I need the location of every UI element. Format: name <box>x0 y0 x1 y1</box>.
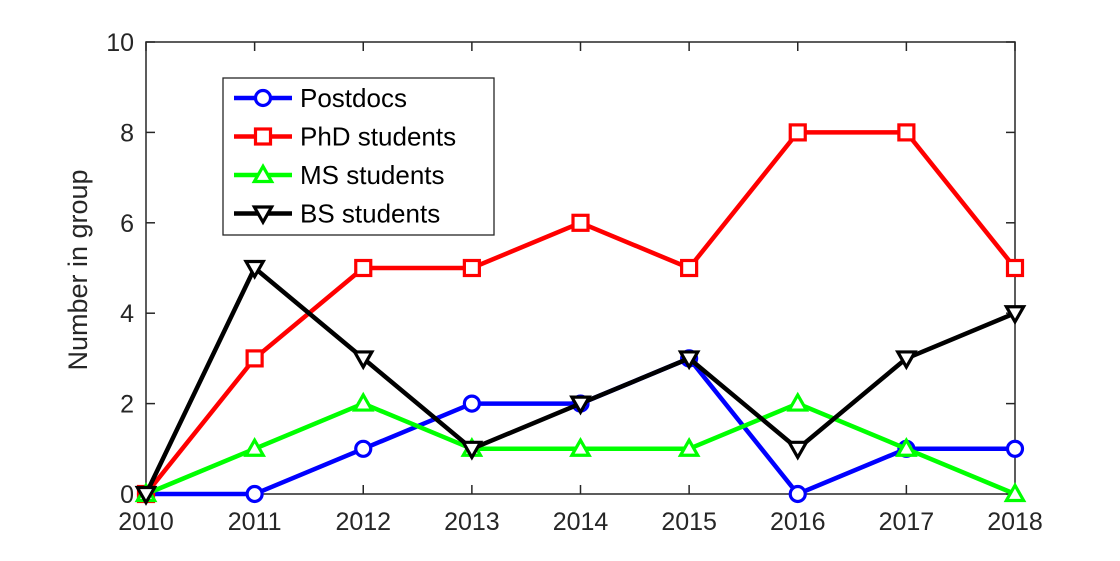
data-point-postdocs <box>354 439 373 458</box>
data-point-ms-students <box>1003 482 1027 503</box>
data-point-bs-students <box>460 440 484 461</box>
data-point-bs-students <box>243 259 267 280</box>
x-tick-label: 2014 <box>553 508 609 536</box>
y-tick-label: 2 <box>120 391 134 419</box>
series-ms-students <box>134 391 1027 503</box>
data-point-ms-students <box>786 391 810 412</box>
series-phd-students <box>136 123 1025 504</box>
data-point-bs-students <box>894 350 918 371</box>
x-tick-label: 2011 <box>228 508 282 536</box>
legend-marker-ms-students <box>251 163 275 184</box>
data-point-postdocs <box>462 394 481 413</box>
data-point-bs-students <box>677 350 701 371</box>
data-point-ms-students <box>677 436 701 457</box>
data-point-bs-students <box>134 485 158 506</box>
y-tick-label: 4 <box>120 300 134 328</box>
axes: 0 2 4 6 8 10 2010 2011 2012 2013 2014 2015 2016 2017 2… <box>106 29 1043 536</box>
y-tick-label: 8 <box>120 119 134 147</box>
x-tick-label: 2015 <box>661 508 717 536</box>
legend-label-phd-students: PhD students <box>300 122 456 152</box>
data-point-phd-students <box>571 213 590 232</box>
series-bs-students <box>134 259 1027 506</box>
x-tick-label: 2018 <box>987 508 1043 536</box>
x-tick-label: 2016 <box>770 508 826 536</box>
data-point-ms-students <box>351 391 375 412</box>
data-point-bs-students <box>569 395 592 416</box>
data-point-ms-students <box>243 436 267 457</box>
data-point-ms-students <box>569 436 592 457</box>
y-tick-label: 6 <box>120 210 134 238</box>
legend-marker-bs-students <box>251 205 275 226</box>
y-axis-label: Number in group <box>63 169 93 370</box>
y-tick-label: 10 <box>106 29 134 57</box>
data-point-postdocs <box>1005 439 1025 458</box>
data-point-postdocs <box>788 484 807 504</box>
data-point-phd-students <box>680 258 699 278</box>
data-point-postdocs <box>245 484 264 504</box>
legend-marker-phd-students <box>253 127 273 146</box>
data-point-ms-students <box>894 436 918 457</box>
x-tick-label: 2010 <box>118 508 174 536</box>
data-point-bs-students <box>786 440 810 461</box>
data-point-phd-students <box>1005 258 1025 278</box>
x-tick-label: 2013 <box>444 508 500 536</box>
data-point-phd-students <box>245 349 264 368</box>
y-tick-label: 0 <box>120 481 134 509</box>
data-point-phd-students <box>788 123 807 142</box>
series-group <box>134 123 1027 506</box>
data-point-phd-students <box>354 258 373 278</box>
legend-marker-postdocs <box>253 88 273 108</box>
legend: Postdocs PhD students MS students BS studen… <box>222 77 495 236</box>
legend-label-ms-students: MS students <box>300 160 445 190</box>
data-point-bs-students <box>1003 305 1027 326</box>
data-point-phd-students <box>462 258 481 278</box>
legend-label-bs-students: BS students <box>300 199 440 229</box>
data-point-phd-students <box>897 123 916 142</box>
x-tick-label: 2012 <box>335 508 391 536</box>
x-tick-label: 2017 <box>879 508 935 536</box>
legend-label-postdocs: Postdocs <box>300 83 407 113</box>
data-point-bs-students <box>351 350 375 371</box>
